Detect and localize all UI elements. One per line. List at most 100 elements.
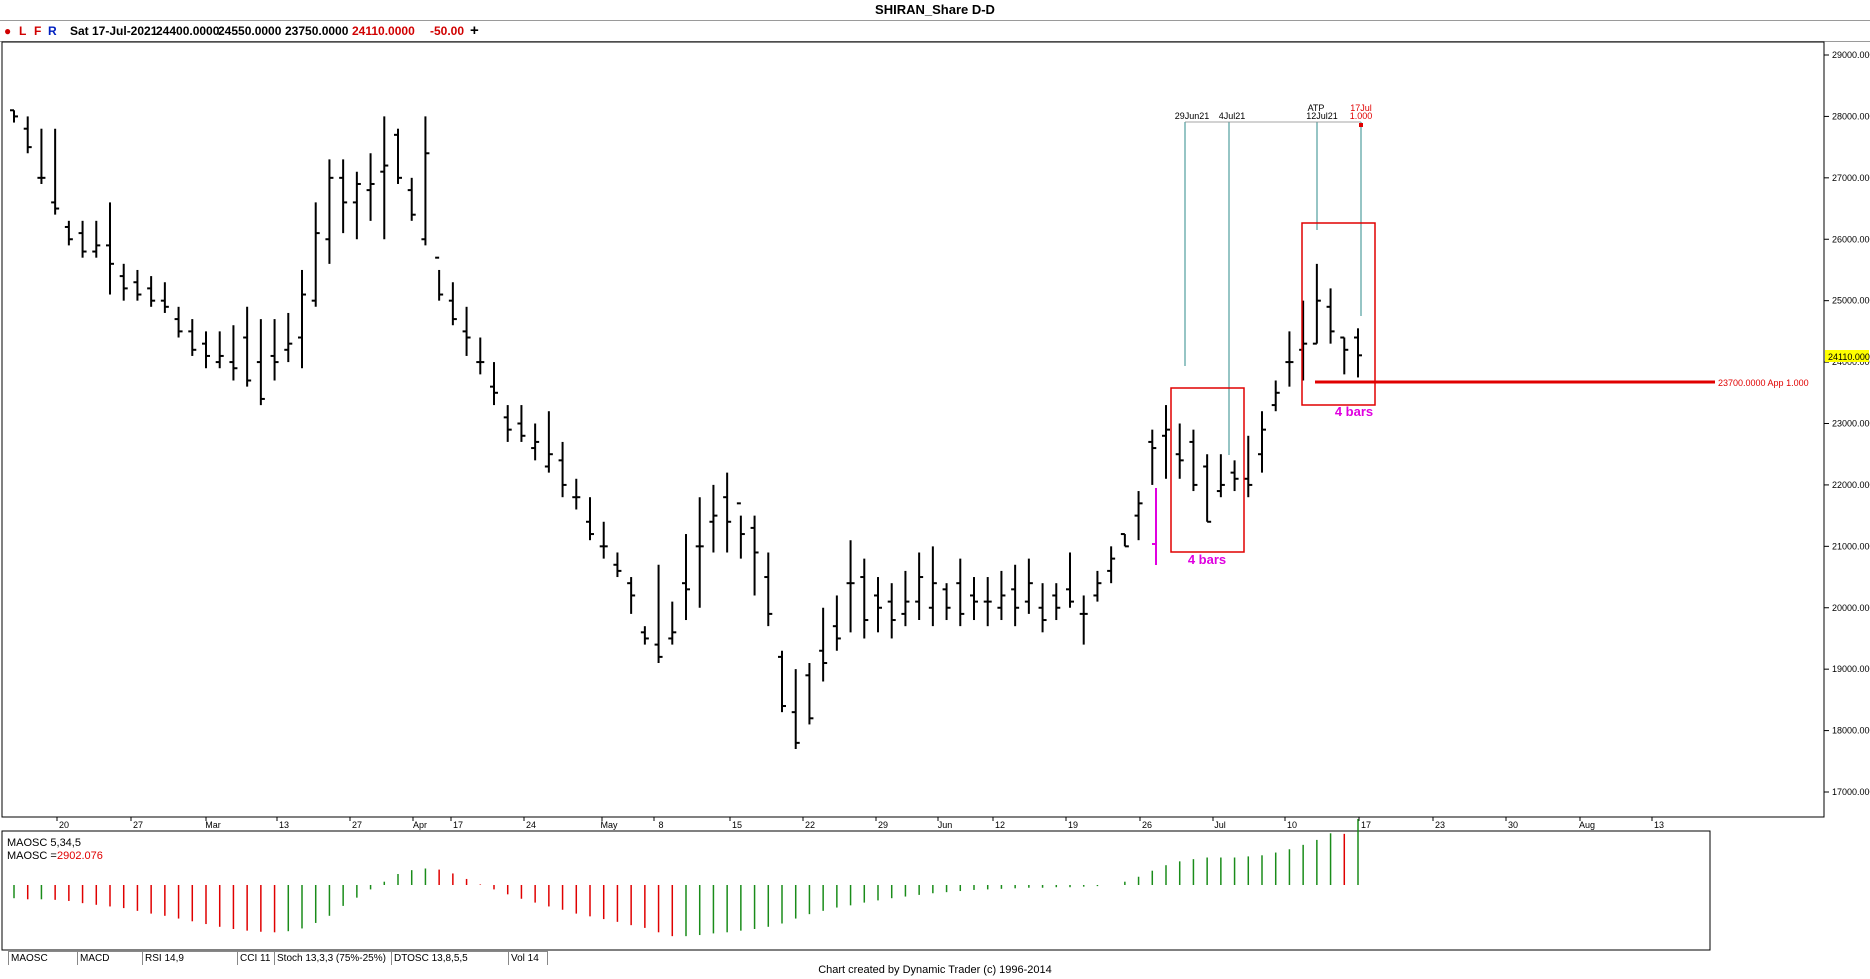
price-bar <box>23 116 32 154</box>
price-tick-label: 19000.000 <box>1832 664 1870 674</box>
tab-stoch[interactable]: Stoch 13,3,3 (75%-25%) <box>274 951 392 965</box>
price-bar <box>832 595 841 651</box>
price-tick-label: 21000.000 <box>1832 541 1870 551</box>
time-tick-label: 12 <box>995 820 1005 830</box>
price-bar <box>640 626 649 645</box>
price-bar <box>435 256 444 301</box>
price-bar <box>558 441 567 498</box>
oscillator-value-label: MAOSC = <box>7 850 57 862</box>
price-bar <box>1299 300 1308 381</box>
indicator-l[interactable]: L <box>19 24 27 38</box>
price-bar <box>668 601 677 645</box>
price-bar <box>421 116 430 246</box>
price-bar <box>1203 454 1212 523</box>
price-bar <box>544 411 553 473</box>
price-bar <box>1326 288 1335 344</box>
price-bar <box>709 484 718 553</box>
last-price-marker <box>1825 350 1869 362</box>
price-bar <box>1271 380 1280 412</box>
price-bar <box>764 552 773 627</box>
price-bar <box>997 570 1006 621</box>
price-bar <box>92 220 101 258</box>
price-bar <box>380 116 389 240</box>
price-bar <box>311 202 320 307</box>
tab-cci[interactable]: CCI 11 <box>237 951 275 965</box>
price-bar <box>462 306 471 356</box>
price-bar <box>256 319 265 406</box>
price-bar <box>778 650 786 713</box>
price-bar <box>51 128 60 215</box>
price-bar <box>627 577 636 614</box>
indicator-f[interactable]: F <box>34 24 42 38</box>
time-tick-label: 26 <box>1142 820 1152 830</box>
price-bar <box>476 337 485 375</box>
box-label-1: 4 bars <box>1188 552 1226 567</box>
price-tick-label: 23000.000 <box>1832 419 1870 429</box>
price-tick-label: 20000.000 <box>1832 603 1870 613</box>
price-bar <box>531 423 540 461</box>
tab-rsi[interactable]: RSI 14,9 (70%-30%) <box>142 951 238 965</box>
price-tick-label: 24000.000 <box>1832 357 1870 367</box>
tab-dtosc[interactable]: DTOSC 13,8,5,5 (80%-20%) <box>391 951 509 965</box>
price-bar <box>394 128 402 184</box>
price-bar <box>1093 570 1102 602</box>
time-tick-label: Aug <box>1579 820 1595 830</box>
record-icon[interactable]: ● <box>4 24 12 38</box>
price-bar <box>270 319 279 381</box>
window-title: SHIRAN_Share D-D <box>0 0 1870 21</box>
time-tick-label: 27 <box>133 820 143 830</box>
time-tick-label: 24 <box>526 820 536 830</box>
time-tick-label: 22 <box>805 820 815 830</box>
bar-close: 24110.0000 <box>352 24 415 38</box>
time-tick-label: 10 <box>1287 820 1297 830</box>
tab-macd[interactable]: MACD 12,26,9 <box>77 951 143 965</box>
time-tick-label: Apr <box>413 820 427 830</box>
time-tick-label: 20 <box>59 820 69 830</box>
time-tick-label: 27 <box>352 820 362 830</box>
price-bar <box>1134 491 1143 541</box>
price-bar <box>599 521 608 559</box>
time-tick-label: 23 <box>1435 820 1445 830</box>
time-tick-label: 29 <box>878 820 888 830</box>
time-box-1 <box>1170 387 1245 553</box>
price-bar <box>819 607 828 682</box>
price-tick-label: 26000.000 <box>1832 234 1870 244</box>
price-bar <box>1162 405 1170 479</box>
time-label-17jul: 17Jul <box>1350 103 1372 113</box>
price-bar <box>723 472 732 553</box>
price-bar <box>736 502 745 559</box>
price-bar <box>887 583 896 639</box>
price-bar <box>1175 423 1184 479</box>
price-bar <box>1148 429 1157 485</box>
price-bar <box>846 540 855 633</box>
price-bar <box>970 577 978 621</box>
price-bar <box>339 159 348 234</box>
time-tick-label: May <box>600 820 618 830</box>
price-tick-label: 29000.000 <box>1832 50 1870 60</box>
price-bar <box>915 552 924 621</box>
tab-maosc[interactable]: MAOSC 5,34,5 <box>8 951 78 965</box>
price-bar <box>174 306 183 338</box>
bar-high: 24550.0000 <box>218 24 282 38</box>
time-label-4jul21: 4Jul21 <box>1219 111 1246 121</box>
time-label-atp: ATP <box>1308 103 1325 113</box>
time-box-2 <box>1301 222 1376 406</box>
tab-vol[interactable]: Vol 14 <box>508 951 548 965</box>
price-bar <box>352 171 361 240</box>
oscillator-frame <box>1 830 1711 951</box>
bar-change: -50.00 <box>430 24 465 38</box>
indicator-r[interactable]: R <box>48 24 57 38</box>
box-label-2: 4 bars <box>1335 404 1373 419</box>
plus-icon[interactable]: + <box>470 22 479 39</box>
price-tick-label: 28000.000 <box>1832 111 1870 121</box>
time-tick-label: 13 <box>279 820 289 830</box>
price-bar <box>1120 533 1129 548</box>
price-bar <box>860 558 869 639</box>
time-tick-label: 17 <box>453 820 463 830</box>
price-bar <box>956 558 965 627</box>
bar-date: Sat 17-Jul-2021 <box>70 24 158 38</box>
price-bar <box>1340 336 1349 375</box>
price-tick-label: 25000.000 <box>1832 296 1870 306</box>
time-tick-label: Jul <box>1214 820 1226 830</box>
